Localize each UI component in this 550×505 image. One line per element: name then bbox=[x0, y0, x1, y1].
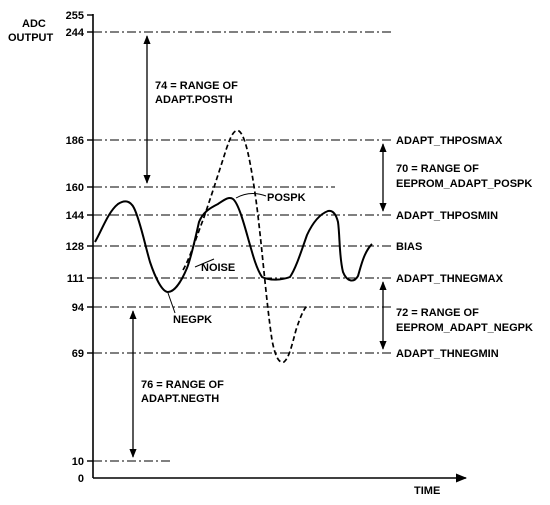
tick-186: 186 bbox=[66, 135, 84, 147]
signal-waveform bbox=[94, 196, 373, 294]
label-negpk: NEGPK bbox=[173, 314, 212, 326]
range-72-line2: EEPROM_ADAPT_NEGPK bbox=[396, 322, 533, 334]
range-arrows bbox=[129, 35, 387, 458]
label-thposmin: ADAPT_THPOSMIN bbox=[396, 210, 498, 222]
label-pospk: POSPK bbox=[267, 192, 306, 204]
tick-144: 144 bbox=[66, 210, 85, 222]
leader-lines bbox=[167, 193, 267, 314]
x-axis-title: TIME bbox=[414, 485, 440, 497]
tick-128: 128 bbox=[66, 241, 84, 253]
y-tick-marks bbox=[87, 14, 93, 462]
range-74-line1: 74 = RANGE OF bbox=[155, 80, 238, 92]
y-axis-title-line2: OUTPUT bbox=[8, 32, 54, 44]
range-72-line1: 72 = RANGE OF bbox=[396, 307, 479, 319]
tick-69: 69 bbox=[72, 348, 84, 360]
y-tick-labels: 255 244 186 160 144 128 111 94 69 10 0 bbox=[66, 10, 85, 485]
label-thnegmin: ADAPT_THNEGMIN bbox=[396, 348, 499, 360]
range-74-line2: ADAPT.POSTH bbox=[155, 94, 233, 106]
range-76-line2: ADAPT.NEGTH bbox=[141, 393, 219, 405]
label-bias: BIAS bbox=[396, 241, 422, 253]
tick-111: 111 bbox=[67, 273, 84, 285]
tick-94: 94 bbox=[72, 302, 85, 314]
range-70-line2: EEPROM_ADAPT_POSPK bbox=[396, 178, 532, 190]
label-noise: NOISE bbox=[201, 262, 235, 274]
y-axis-title-line1: ADC bbox=[22, 18, 46, 30]
noise-leader bbox=[194, 258, 215, 268]
tick-0: 0 bbox=[78, 473, 84, 485]
reference-lines bbox=[93, 31, 392, 462]
tick-244: 244 bbox=[66, 27, 85, 39]
label-thposmax: ADAPT_THPOSMAX bbox=[396, 135, 503, 147]
pospk-leader bbox=[235, 193, 267, 199]
tick-10: 10 bbox=[72, 456, 84, 468]
label-thnegmax: ADAPT_THNEGMAX bbox=[396, 273, 504, 285]
range-70-line1: 70 = RANGE OF bbox=[396, 163, 479, 175]
noise-waveform bbox=[182, 129, 308, 364]
range-76-line1: 76 = RANGE OF bbox=[141, 379, 224, 391]
tick-255: 255 bbox=[66, 10, 84, 22]
negpk-leader bbox=[167, 292, 176, 314]
tick-160: 160 bbox=[66, 182, 84, 194]
